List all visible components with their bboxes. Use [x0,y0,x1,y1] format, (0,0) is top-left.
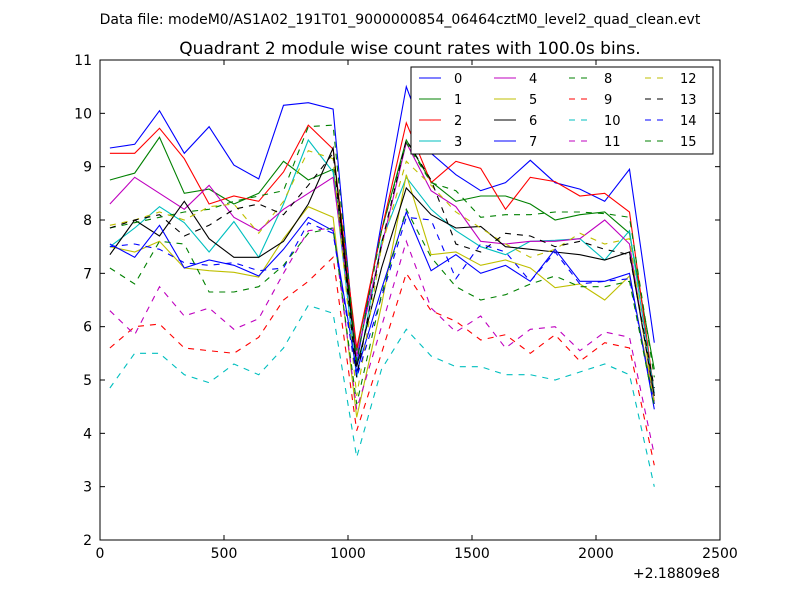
x-tick-label: 1000 [330,546,366,562]
chart-title: Quadrant 2 module wise count rates with … [179,39,640,59]
x-tick-label: 1500 [454,546,490,562]
legend-label-13: 13 [680,93,697,108]
legend-label-7: 7 [529,135,537,150]
legend-label-3: 3 [454,135,462,150]
legend-label-11: 11 [604,135,621,150]
y-tick-label: 11 [74,53,92,69]
x-tick-label: 0 [96,546,105,562]
y-tick-label: 8 [83,213,92,229]
plot-frame [99,59,721,541]
legend-label-4: 4 [529,72,537,87]
series-line-2 [109,121,655,394]
legend-box [410,66,714,155]
series-line-6 [109,145,655,397]
y-tick-label: 7 [83,266,92,282]
x-tick-label: 2000 [578,546,614,562]
series-line-3 [109,138,655,394]
series-line-8 [109,124,655,378]
y-tick-label: 10 [74,106,92,122]
data-file-header: Data file: modeM0/AS1A02_191T01_90000008… [100,12,701,28]
y-tick-label: 4 [83,426,92,442]
series-line-13 [109,138,655,389]
series-line-5 [109,174,655,418]
legend-label-2: 2 [454,114,462,129]
series-line-15 [109,207,655,407]
legend-label-6: 6 [529,114,537,129]
y-tick-label: 3 [83,480,92,496]
legend-label-9: 9 [604,93,612,108]
series-line-10 [109,304,655,487]
legend-label-1: 1 [454,93,462,108]
y-tick-label: 2 [83,533,92,549]
y-tick-label: 6 [83,320,92,336]
series-line-9 [109,256,655,466]
x-tick-label: 2500 [702,546,738,562]
y-tick-label: 9 [83,160,92,176]
legend-label-8: 8 [604,72,612,87]
x-offset-label: +2.18809e8 [633,566,720,582]
series-layer [109,84,655,487]
legend-label-15: 15 [680,135,697,150]
series-line-0 [109,84,655,365]
y-tick-label: 5 [83,373,92,389]
series-line-12 [109,150,655,405]
series-line-7 [109,210,655,410]
legend-label-10: 10 [604,114,621,129]
series-line-14 [109,216,655,405]
series-line-11 [109,227,655,455]
legend-label-5: 5 [529,93,537,108]
legend-label-12: 12 [680,72,697,87]
legend-label-0: 0 [454,72,462,87]
x-tick-label: 500 [211,546,238,562]
legend-label-14: 14 [680,114,697,129]
series-line-4 [109,141,655,402]
